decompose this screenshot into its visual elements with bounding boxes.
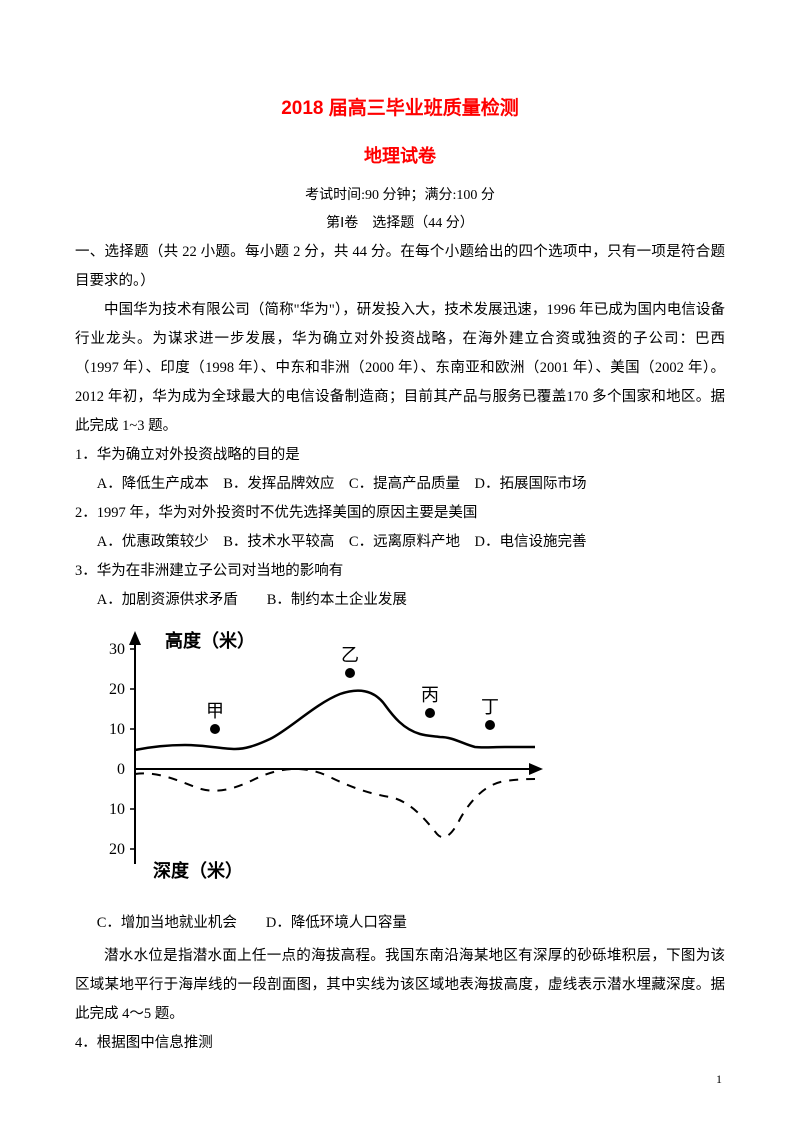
svg-text:丁: 丁 <box>481 697 499 717</box>
svg-text:20: 20 <box>109 841 125 858</box>
svg-text:20: 20 <box>109 681 125 698</box>
q3-opts-cd: C．增加当地就业机会 D．降低环境人口容量 <box>75 909 725 938</box>
svg-text:深度（米）: 深度（米） <box>153 860 243 881</box>
svg-text:丙: 丙 <box>421 685 439 705</box>
q4-stem: 4．根据图中信息推测 <box>75 1029 725 1058</box>
q1-stem: 1．华为确立对外投资战略的目的是 <box>75 441 725 470</box>
instructions: 一、选择题（共 22 小题。每小题 2 分，共 44 分。在每个小题给出的四个选… <box>75 238 725 296</box>
svg-text:高度（米）: 高度（米） <box>165 630 255 651</box>
svg-text:10: 10 <box>109 801 125 818</box>
page-number: 1 <box>716 1067 722 1091</box>
passage-2: 潜水水位是指潜水面上任一点的海拔高程。我国东南沿海某地区有深厚的砂砾堆积层，下图… <box>75 942 725 1029</box>
q2-stem: 2．1997 年，华为对外投资时不优先选择美国的原因主要是美国 <box>75 499 725 528</box>
svg-text:甲: 甲 <box>206 701 224 721</box>
svg-text:0: 0 <box>117 761 125 778</box>
title-main: 2018 届高三毕业班质量检测 <box>75 90 725 128</box>
exam-info: 考试时间:90 分钟；满分:100 分 <box>75 182 725 210</box>
svg-text:30: 30 <box>109 641 125 658</box>
title-sub: 地理试卷 <box>75 138 725 174</box>
profile-chart: 0 10 20 30 10 20 高度（米） 深度（米） 甲 乙丙丁 <box>75 619 545 909</box>
passage-1: 中国华为技术有限公司（简称"华为"），研发投入大，技术发展迅速，1996 年已成… <box>75 296 725 441</box>
q2-opts: A．优惠政策较少 B．技术水平较高 C．远离原料产地 D．电信设施完善 <box>75 528 725 557</box>
section-head: 第Ⅰ卷 选择题（44 分） <box>75 210 725 238</box>
svg-text:10: 10 <box>109 721 125 738</box>
q3-stem: 3．华为在非洲建立子公司对当地的影响有 <box>75 557 725 586</box>
q3-opts-ab: A．加剧资源供求矛盾 B．制约本土企业发展 <box>75 586 725 615</box>
exam-page: 2018 届高三毕业班质量检测 地理试卷 考试时间:90 分钟；满分:100 分… <box>0 0 800 1131</box>
svg-text:乙: 乙 <box>341 645 359 665</box>
q1-opts: A．降低生产成本 B．发挥品牌效应 C．提高产品质量 D．拓展国际市场 <box>75 470 725 499</box>
